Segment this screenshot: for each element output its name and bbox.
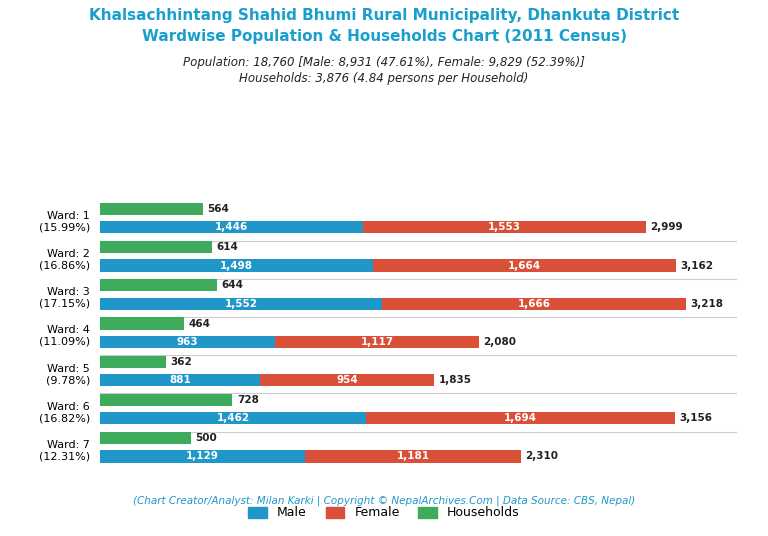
Bar [382,297,686,310]
Legend: Male, Female, Households: Male, Female, Households [243,501,525,524]
Bar [100,412,366,425]
Text: 2,080: 2,080 [483,337,516,347]
Bar [100,336,275,348]
Text: (Chart Creator/Analyst: Milan Karki | Copyright © NepalArchives.Com | Data Sourc: (Chart Creator/Analyst: Milan Karki | Co… [133,496,635,507]
Bar [275,336,478,348]
Bar [100,317,184,330]
Bar [306,450,521,463]
Text: 1,498: 1,498 [220,260,253,271]
Text: 1,181: 1,181 [396,451,429,461]
Bar [100,203,203,215]
Bar [100,355,166,368]
Text: 954: 954 [336,375,358,385]
Bar [100,432,191,444]
Bar [260,374,434,386]
Text: Wardwise Population & Households Chart (2011 Census): Wardwise Population & Households Chart (… [141,29,627,44]
Text: 3,218: 3,218 [690,299,723,309]
Text: 1,664: 1,664 [508,260,541,271]
Text: 1,552: 1,552 [225,299,258,309]
Text: Households: 3,876 (4.84 persons per Household): Households: 3,876 (4.84 persons per Hous… [240,72,528,85]
Text: 1,835: 1,835 [439,375,472,385]
Bar [100,279,217,292]
Text: 963: 963 [177,337,198,347]
Bar [100,374,260,386]
Bar [100,297,382,310]
Text: 1,553: 1,553 [488,222,521,232]
Text: 728: 728 [237,395,259,405]
Text: 1,462: 1,462 [217,413,250,423]
Text: 881: 881 [169,375,191,385]
Bar [100,241,212,254]
Text: 464: 464 [189,318,211,329]
Text: 1,694: 1,694 [504,413,537,423]
Text: 3,162: 3,162 [680,260,713,271]
Text: 1,666: 1,666 [518,299,551,309]
Text: 2,999: 2,999 [650,222,684,232]
Text: 362: 362 [170,357,192,367]
Bar [100,221,363,234]
Bar [372,259,676,272]
Text: 1,129: 1,129 [186,451,219,461]
Text: 614: 614 [217,242,238,252]
Text: 644: 644 [222,280,243,291]
Text: 1,117: 1,117 [360,337,393,347]
Text: 3,156: 3,156 [679,413,712,423]
Bar [366,412,674,425]
Text: Population: 18,760 [Male: 8,931 (47.61%), Female: 9,829 (52.39%)]: Population: 18,760 [Male: 8,931 (47.61%)… [183,56,585,69]
Text: 2,310: 2,310 [525,451,558,461]
Text: Khalsachhintang Shahid Bhumi Rural Municipality, Dhankuta District: Khalsachhintang Shahid Bhumi Rural Munic… [89,8,679,23]
Text: 500: 500 [195,433,217,443]
Bar [100,259,372,272]
Text: 1,446: 1,446 [215,222,248,232]
Bar [100,450,306,463]
Text: 564: 564 [207,204,229,214]
Bar [100,394,233,406]
Bar [363,221,646,234]
